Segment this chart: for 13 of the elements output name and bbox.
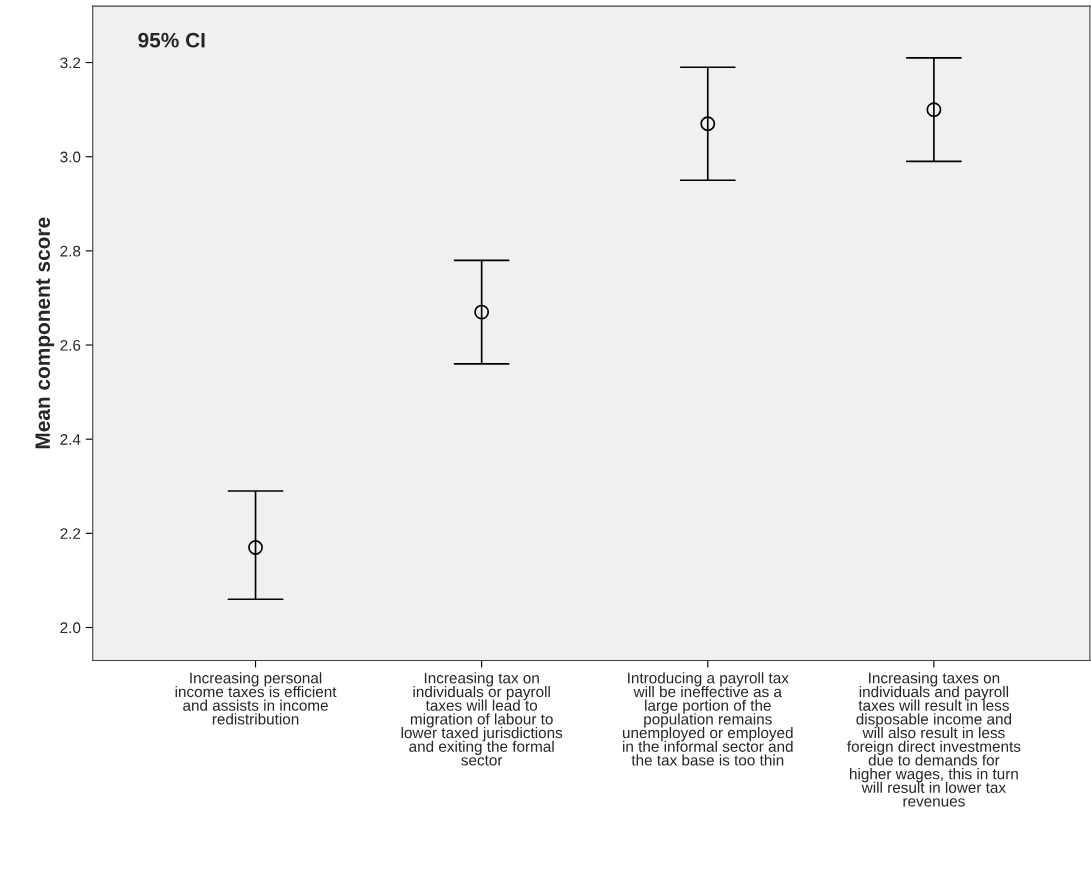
y-axis-title: Mean component score (35, 217, 55, 449)
y-tick-label: 2.8 (60, 245, 81, 257)
y-tick-label: 2.0 (60, 622, 81, 634)
x-tick-label: Introducing a payroll tax will be ineffective as a large portion of the population remains unemployed or employed in the informal sector and the tax base is too thin (622, 672, 793, 766)
x-tick-label: Increasing personal income taxes is efficient and assists in income redistribution (175, 672, 337, 725)
category-label: Increasing taxes on individuals and payroll taxes will result in less disposable income and will also result in less foreign direct investments due to demands for higher wages, this in turn will result in lower tax revenues (847, 672, 1021, 807)
x-tick-label: Increasing tax on individuals or payroll taxes will lead to migration of labour to lower taxed jurisdictions and exiting the formal sector (401, 672, 563, 766)
y-tick-label: 3.0 (60, 151, 81, 163)
annotation: 95% CI (138, 32, 205, 48)
y-tick-label: 2.4 (60, 434, 81, 445)
y-tick-label: 2.6 (60, 339, 81, 351)
y-tick-label: 3.2 (60, 57, 81, 69)
y-tick-label: 2.2 (60, 528, 81, 539)
